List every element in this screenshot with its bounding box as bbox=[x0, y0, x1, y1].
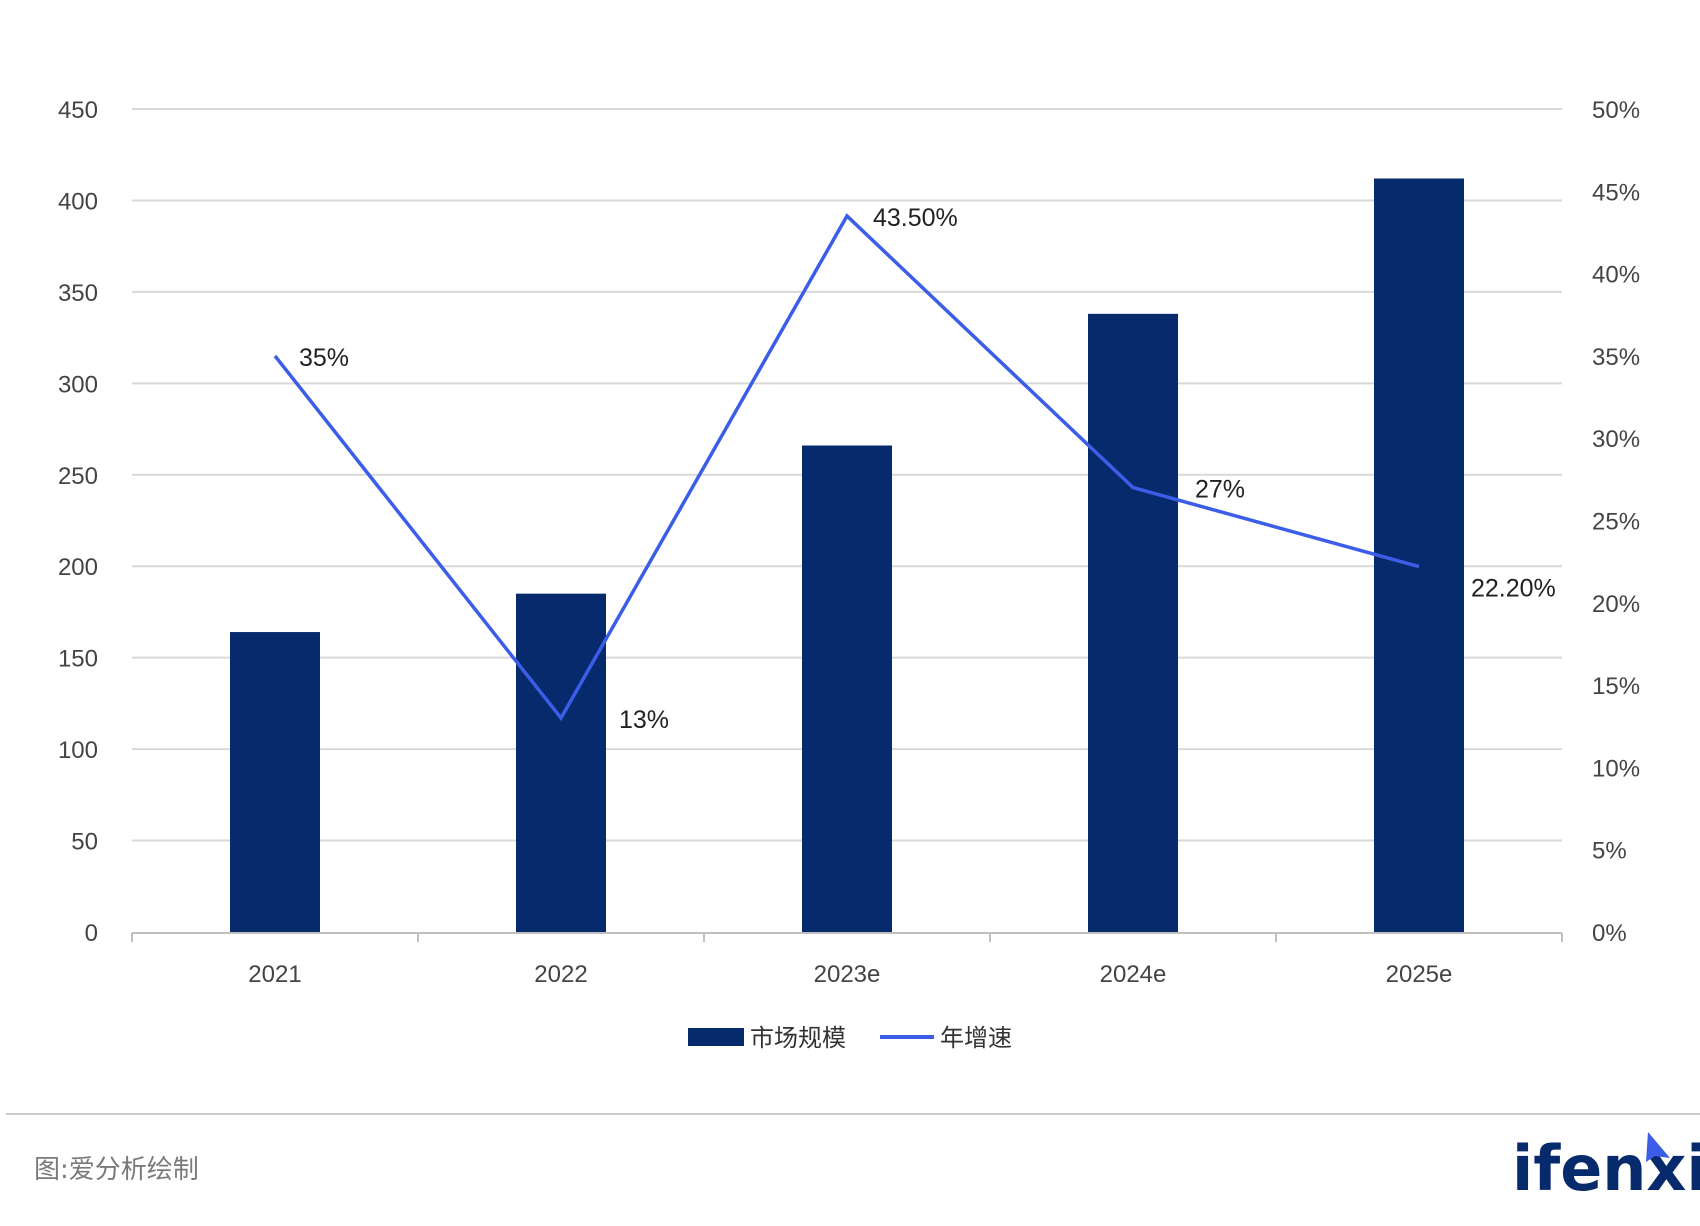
x-tick-label: 2024e bbox=[1100, 961, 1167, 988]
x-tick-label: 2022 bbox=[534, 961, 587, 988]
growth-data-label: 27% bbox=[1195, 476, 1245, 504]
right-tick-label: 5% bbox=[1592, 838, 1627, 865]
left-tick-label: 150 bbox=[58, 646, 98, 673]
right-tick-label: 20% bbox=[1592, 591, 1640, 618]
left-tick-label: 300 bbox=[58, 371, 98, 398]
bar-2023e bbox=[802, 445, 892, 932]
source-note: 图:爱分析绘制 bbox=[34, 1155, 199, 1185]
x-tick-label: 2023e bbox=[814, 961, 881, 988]
growth-line bbox=[273, 213, 1420, 722]
bar-2022 bbox=[516, 593, 606, 932]
growth-data-labels: 35% 13% 43.50% 27% 22.20% bbox=[299, 204, 1556, 734]
growth-data-label: 13% bbox=[619, 706, 669, 734]
right-tick-label: 50% bbox=[1592, 97, 1640, 124]
right-axis-ticks: 0% 5% 10% 15% 20% 25% 30% 35% 40% 45% 50% bbox=[1592, 97, 1640, 947]
right-tick-label: 35% bbox=[1592, 344, 1640, 371]
left-tick-label: 400 bbox=[58, 188, 98, 215]
ifenxi-logo: ifenxi bbox=[1512, 1132, 1700, 1205]
left-tick-label: 450 bbox=[58, 97, 98, 124]
growth-line-layer bbox=[273, 213, 1420, 722]
growth-data-label: 43.50% bbox=[873, 204, 958, 232]
legend: 市场规模 年增速 bbox=[688, 1024, 1012, 1052]
right-tick-label: 0% bbox=[1592, 920, 1627, 947]
legend-label-growth: 年增速 bbox=[940, 1024, 1012, 1052]
right-tick-label: 40% bbox=[1592, 262, 1640, 289]
right-tick-label: 10% bbox=[1592, 755, 1640, 782]
logo-swoosh-icon bbox=[1646, 1132, 1670, 1162]
growth-data-label: 35% bbox=[299, 344, 349, 372]
bar-2021 bbox=[230, 632, 320, 932]
legend-swatch-market-size bbox=[688, 1028, 744, 1046]
legend-label-market-size: 市场规模 bbox=[750, 1024, 846, 1052]
bar-2024e bbox=[1088, 313, 1178, 932]
right-tick-label: 45% bbox=[1592, 179, 1640, 206]
right-tick-label: 25% bbox=[1592, 509, 1640, 536]
left-tick-label: 100 bbox=[58, 737, 98, 764]
right-tick-label: 30% bbox=[1592, 426, 1640, 453]
left-axis-ticks: 0 50 100 150 200 250 300 350 400 450 bbox=[58, 97, 98, 947]
left-tick-label: 250 bbox=[58, 463, 98, 490]
left-tick-label: 0 bbox=[85, 920, 98, 947]
right-tick-label: 15% bbox=[1592, 673, 1640, 700]
x-axis bbox=[131, 932, 1563, 942]
x-axis-ticks: 2021 2022 2023e 2024e 2025e bbox=[248, 961, 1452, 988]
left-tick-label: 50 bbox=[71, 829, 98, 856]
x-tick-label: 2021 bbox=[248, 961, 301, 988]
bars bbox=[230, 178, 1464, 932]
logo-text: ifenxi bbox=[1512, 1132, 1700, 1205]
left-tick-label: 200 bbox=[58, 554, 98, 581]
left-tick-label: 350 bbox=[58, 280, 98, 307]
bar-2025e bbox=[1374, 178, 1464, 932]
growth-data-label: 22.20% bbox=[1471, 575, 1556, 603]
x-tick-label: 2025e bbox=[1386, 961, 1453, 988]
